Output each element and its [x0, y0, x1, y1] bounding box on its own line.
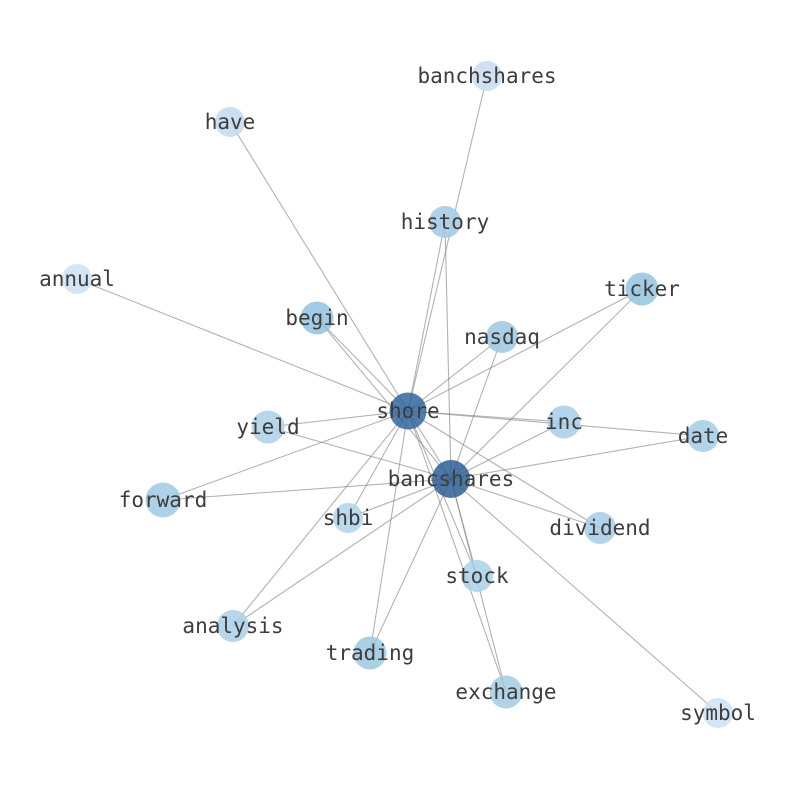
node-begin	[300, 301, 334, 335]
edge-exchange-shore	[407, 410, 507, 693]
node-label-yield: yield	[236, 415, 299, 439]
node-label-symbol: symbol	[680, 701, 756, 725]
node-label-analysis: analysis	[182, 614, 283, 638]
edge-yield-shore	[267, 410, 409, 428]
node-date	[687, 420, 719, 452]
node-nasdaq	[486, 321, 518, 353]
node-label-trading: trading	[326, 641, 415, 665]
node-analysis	[217, 610, 249, 642]
node-label-inc: inc	[545, 410, 583, 434]
node-label-date: date	[678, 424, 729, 448]
edge-nasdaq-bancshares	[450, 336, 503, 480]
labels-layer: banchshares have history annual ticker begin n…	[39, 64, 756, 725]
edge-analysis-shore	[232, 410, 409, 627]
node-trading	[353, 636, 387, 670]
edge-shbi-shore	[347, 410, 409, 519]
node-dividend	[584, 512, 616, 544]
edge-trading-bancshares	[369, 478, 452, 654]
node-exchange	[489, 675, 523, 709]
node-ticker	[625, 272, 659, 306]
node-label-shore: shore	[376, 399, 439, 423]
node-stock	[461, 560, 493, 592]
node-have	[215, 107, 245, 137]
node-label-have: have	[205, 110, 256, 134]
edge-forward-shore	[162, 410, 409, 501]
edge-date-bancshares	[450, 435, 704, 480]
edge-yield-bancshares	[267, 426, 452, 480]
node-label-shbi: shbi	[323, 506, 374, 530]
node-bancshares	[432, 460, 470, 498]
edges-layer	[76, 75, 719, 714]
node-symbol	[703, 698, 733, 728]
edge-ticker-shore	[407, 288, 643, 412]
edge-annual-shore	[76, 278, 409, 412]
edge-dividend-bancshares	[450, 478, 601, 529]
node-label-dividend: dividend	[549, 516, 650, 540]
edge-nasdaq-shore	[407, 336, 503, 412]
edge-begin-bancshares	[316, 317, 452, 480]
edge-inc-bancshares	[450, 421, 565, 480]
node-annual	[62, 264, 92, 294]
edge-analysis-bancshares	[232, 478, 452, 627]
edge-trading-shore	[369, 410, 409, 654]
node-banchshares	[472, 61, 502, 91]
edge-history-bancshares	[444, 221, 452, 480]
nodes-layer	[62, 61, 733, 728]
edge-begin-shore	[316, 317, 409, 412]
node-forward	[145, 482, 181, 518]
node-yield	[251, 410, 285, 444]
node-label-nasdaq: nasdaq	[464, 325, 540, 349]
node-label-begin: begin	[285, 306, 348, 330]
edge-banchshares-shore	[407, 75, 488, 412]
node-label-stock: stock	[445, 564, 509, 588]
node-label-ticker: ticker	[604, 277, 680, 301]
edge-have-shore	[229, 121, 409, 412]
edge-forward-bancshares	[162, 478, 452, 501]
edge-dividend-shore	[407, 410, 601, 529]
node-label-history: history	[401, 210, 490, 234]
node-shore	[389, 392, 427, 430]
edge-symbol-bancshares	[450, 478, 719, 714]
node-label-bancshares: bancshares	[388, 467, 514, 491]
node-label-annual: annual	[39, 267, 115, 291]
node-shbi	[333, 503, 363, 533]
node-label-banchshares: banchshares	[417, 64, 556, 88]
node-history	[429, 206, 461, 238]
edge-history-shore	[407, 221, 446, 412]
edge-ticker-bancshares	[450, 288, 643, 480]
node-inc	[547, 405, 581, 439]
node-label-exchange: exchange	[455, 680, 556, 704]
node-label-forward: forward	[119, 488, 208, 512]
